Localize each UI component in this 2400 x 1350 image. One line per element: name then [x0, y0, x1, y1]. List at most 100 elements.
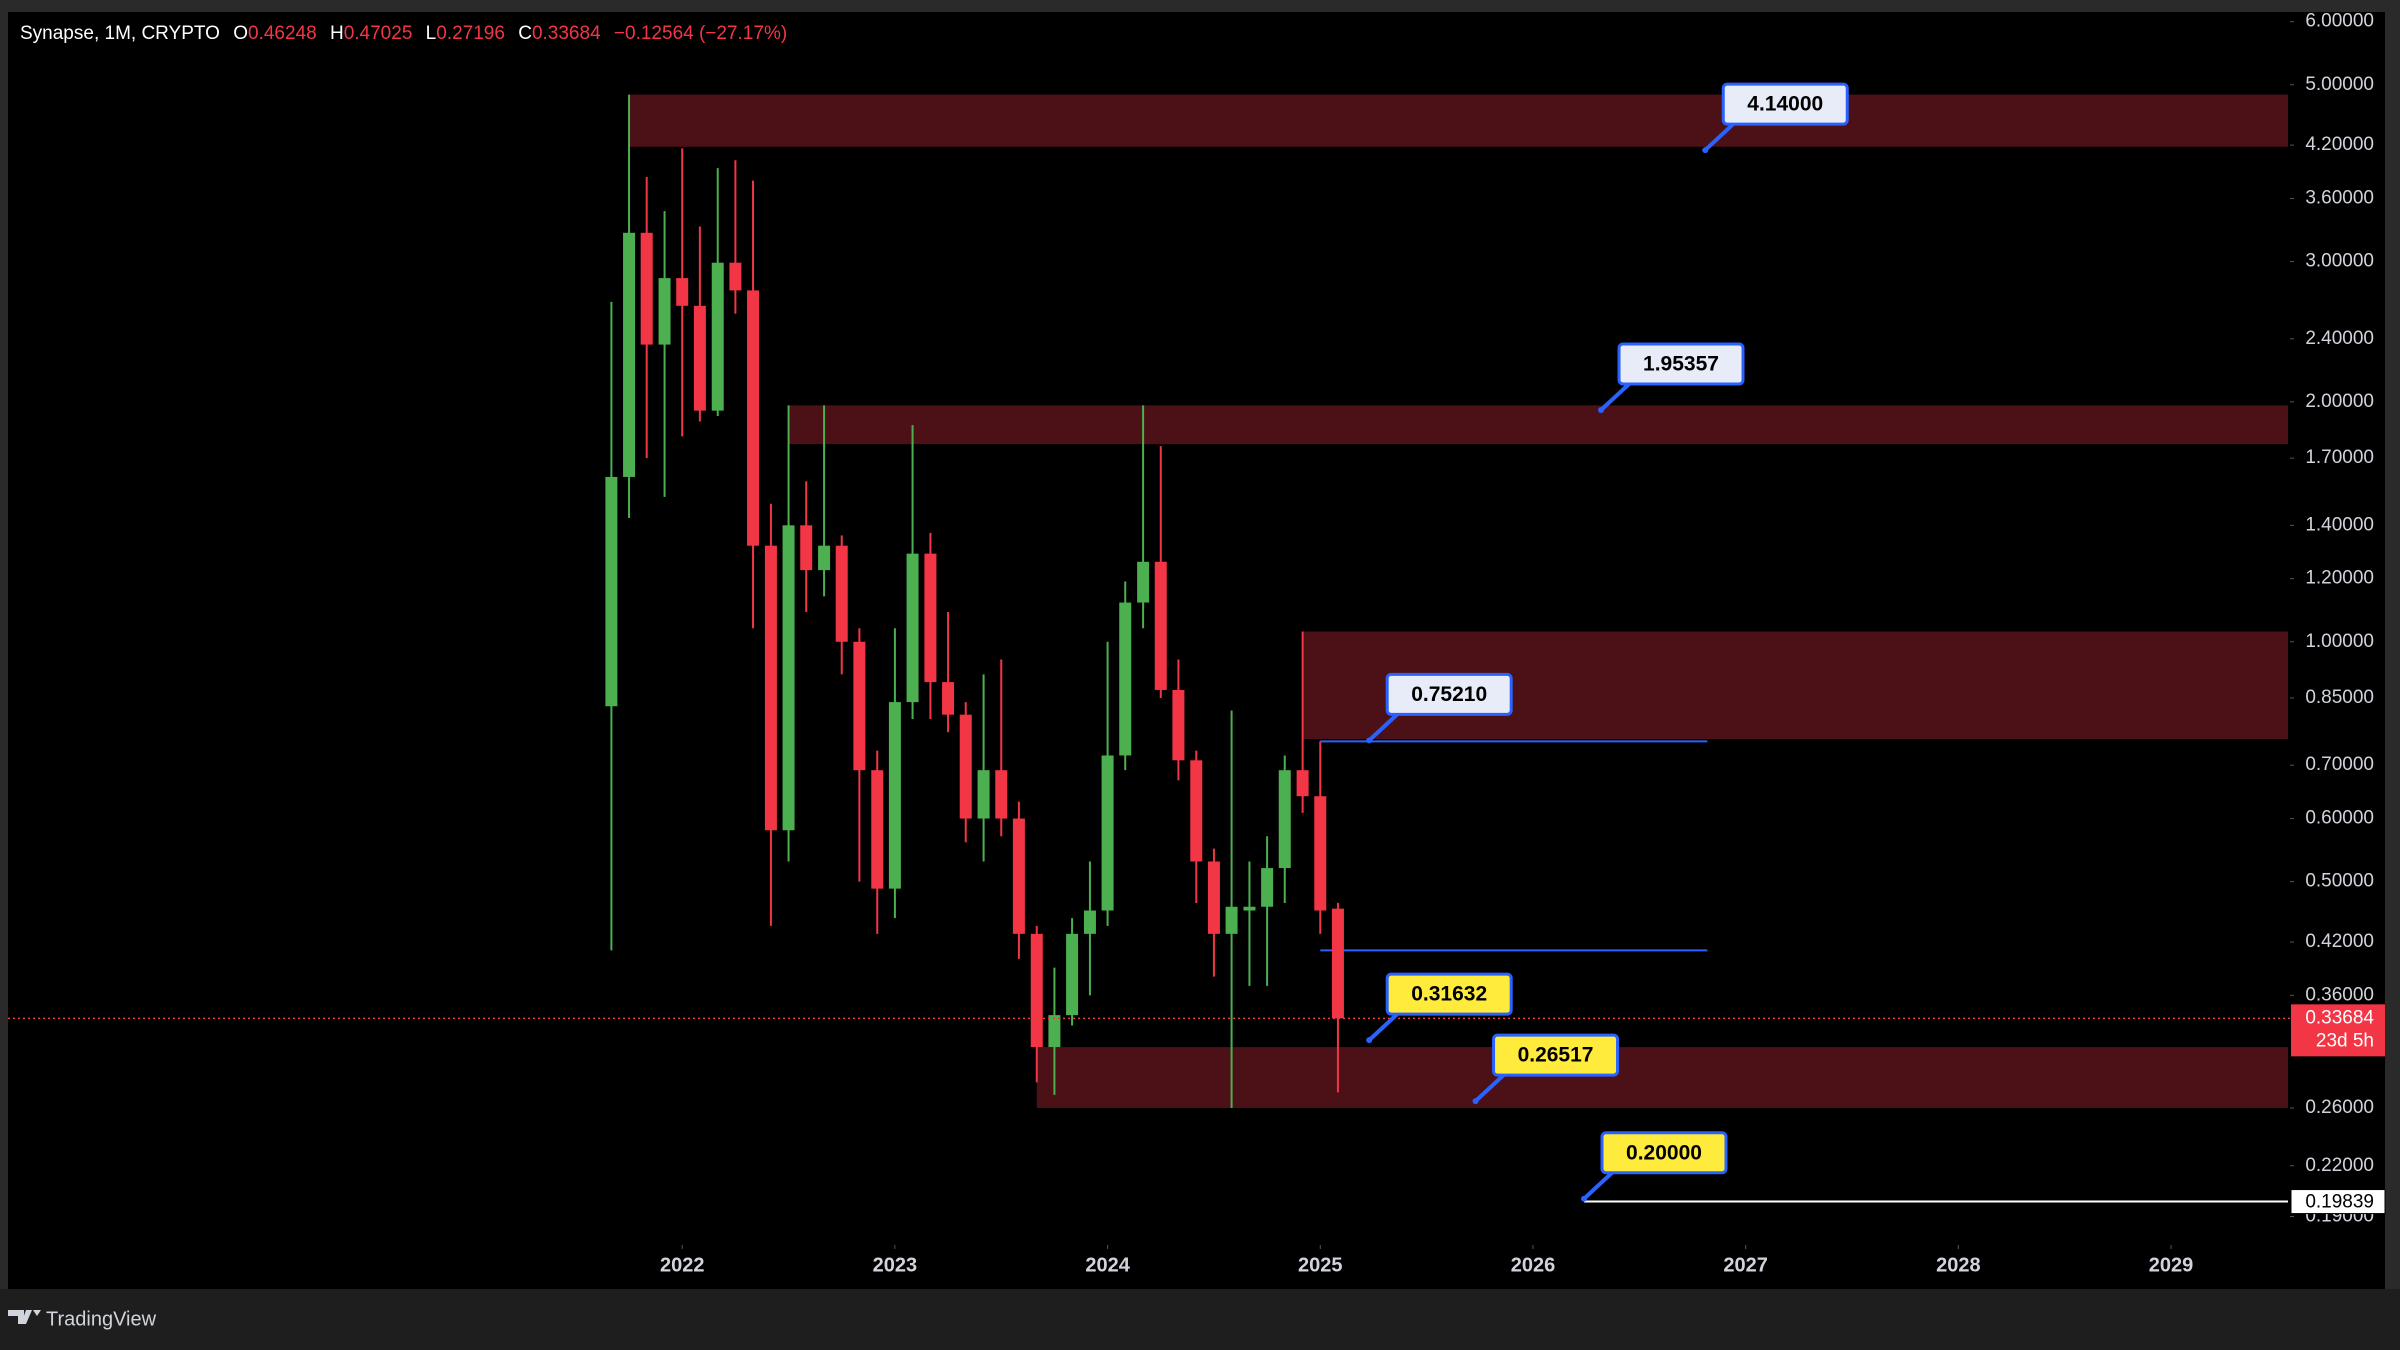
candle-body [906, 553, 919, 703]
candle-body [658, 278, 671, 345]
candle-body [1314, 796, 1327, 911]
y-tick-label: 0.42000 [2305, 931, 2374, 952]
callout-anchor [1472, 1098, 1479, 1105]
y-tick-label: 1.00000 [2305, 631, 2374, 652]
candle-body [1278, 770, 1291, 869]
change-value: −0.12564 (−27.17%) [614, 23, 787, 44]
plot-layer: 4.14000 1.95357 0.75210 0.31632 0.26517 0.200… [8, 11, 2386, 1276]
callout-label: 4.14000 [1747, 93, 1823, 116]
ohlc-label: L [426, 23, 437, 44]
y-tick-label: 6.00000 [2305, 11, 2374, 32]
candle-body [1207, 861, 1220, 934]
candle-body [1066, 933, 1079, 1016]
zone [629, 94, 2288, 147]
candle-body [1243, 906, 1256, 911]
ohlc-value: 0.33684 [532, 23, 601, 44]
callout-connector [1474, 1073, 1505, 1103]
candle-body [800, 525, 813, 571]
callout-box [1600, 1131, 1728, 1175]
candle-body [747, 290, 760, 546]
x-tick-label: 2024 [1085, 1254, 1130, 1276]
brand-text: TradingView [46, 1308, 157, 1330]
x-tick-label: 2026 [1511, 1254, 1556, 1276]
callout-label: 0.20000 [1626, 1141, 1702, 1164]
callout-connector [1703, 122, 1735, 152]
y-tick-label: 1.70000 [2305, 447, 2374, 468]
x-tick-label: 2022 [660, 1254, 705, 1276]
ohlc-label: C [518, 23, 532, 44]
candle-body [1101, 755, 1114, 911]
y-tick-label: 3.60000 [2305, 187, 2374, 208]
callout-anchor [1598, 407, 1605, 414]
zone [788, 405, 2288, 445]
symbol-title: Synapse, 1M, CRYPTO [20, 23, 220, 44]
callout-box [1492, 1033, 1620, 1077]
callout-connector [1367, 1012, 1399, 1042]
candle-body [640, 232, 653, 345]
callout-connector [1599, 382, 1631, 412]
brand-logo: TradingView [8, 1308, 157, 1330]
candle-body [924, 553, 937, 683]
current-price-label: 0.33684 [2305, 1007, 2374, 1028]
callout-anchor [1702, 147, 1709, 154]
y-tick-label: 0.70000 [2305, 754, 2374, 775]
y-tick-label: 0.22000 [2305, 1155, 2374, 1176]
y-tick-label: 1.40000 [2305, 514, 2374, 535]
y-tick-label: 2.00000 [2305, 391, 2374, 412]
candle-body [835, 545, 848, 642]
y-tick-label: 1.20000 [2305, 568, 2374, 589]
candle-body [871, 770, 884, 889]
callout-anchor [1581, 1195, 1588, 1202]
candle-body [959, 714, 972, 819]
candle-body [1119, 602, 1132, 756]
candle-body [623, 232, 636, 477]
candle-body [1190, 760, 1203, 862]
callout-label: 0.31632 [1411, 983, 1487, 1006]
candle-body [977, 770, 990, 819]
y-tick-label: 0.26000 [2305, 1097, 2374, 1118]
price-line-label: 0.19839 [2305, 1192, 2374, 1213]
candle-body [1048, 1015, 1061, 1048]
candle-body [888, 702, 901, 889]
callout-label: 1.95357 [1643, 353, 1719, 376]
candle-body [1225, 906, 1238, 934]
callout-connector [1367, 712, 1399, 742]
candle-body [853, 641, 866, 771]
candle-body [818, 545, 831, 571]
callout-connector [1582, 1171, 1614, 1201]
candle-body [693, 305, 706, 411]
legend-header: Synapse, 1M, CRYPTO O0.46248 H0.47025 L0… [20, 23, 787, 44]
y-tick-label: 5.00000 [2305, 74, 2374, 95]
y-tick-label: 0.36000 [2305, 984, 2374, 1005]
candle-body [1154, 561, 1167, 690]
callout-label: 0.75210 [1411, 683, 1487, 706]
x-tick-label: 2027 [1723, 1254, 1768, 1276]
ohlc-value: 0.27196 [436, 23, 505, 44]
y-tick-label: 0.60000 [2305, 808, 2374, 829]
y-tick-label: 3.00000 [2305, 251, 2374, 272]
x-tick-label: 2028 [1936, 1254, 1981, 1276]
callout-label: 0.26517 [1518, 1044, 1594, 1067]
countdown-label: 23d 5h [2316, 1030, 2374, 1051]
candle-body [1083, 910, 1096, 934]
price-line-label-box [2290, 1189, 2386, 1215]
callout-box [1617, 342, 1745, 386]
callout-box [1721, 82, 1849, 126]
candle-body [764, 545, 777, 831]
candle-body [1012, 818, 1025, 934]
candle-body [711, 262, 724, 411]
candle-body [995, 770, 1008, 819]
callout-box [1385, 972, 1513, 1016]
candle-body [1172, 689, 1185, 761]
candle-body [1030, 933, 1043, 1048]
callout-anchor [1366, 737, 1373, 744]
candle-body [676, 278, 689, 306]
logo-icon [8, 1310, 41, 1324]
y-tick-label: 2.40000 [2305, 328, 2374, 349]
ohlc-label: H [330, 23, 344, 44]
candle-body [1137, 561, 1150, 603]
candle-body [1296, 770, 1309, 797]
ohlc-value: 0.46248 [248, 23, 317, 44]
x-tick-label: 2023 [873, 1254, 918, 1276]
